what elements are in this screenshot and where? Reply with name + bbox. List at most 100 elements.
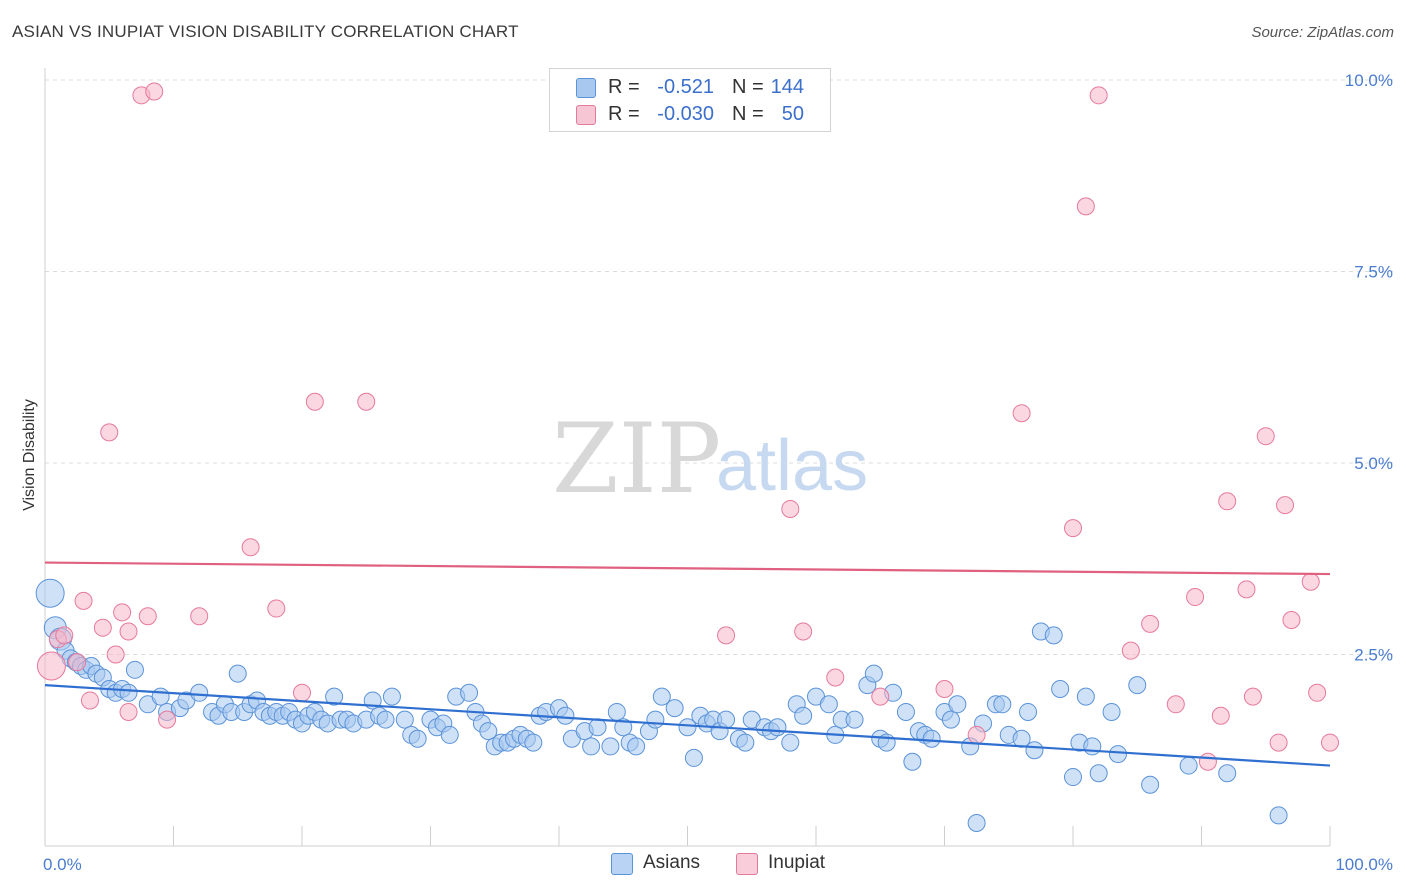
inupiat-point [241,538,260,557]
asians-point [627,737,646,756]
inupiat-point [138,607,157,626]
asians-point [684,748,703,767]
inupiat-point [1076,197,1095,216]
asians-point [794,706,813,725]
asians-point [479,722,498,741]
inupiat-point [80,691,99,710]
tick-labels: 2.5% 5.0% 7.5% 10.0% 0.0% 100.0% [43,71,1393,874]
asians-point [151,687,170,706]
inupiat-point [267,599,286,618]
y-tick-label: 10.0% [1345,71,1393,90]
axes [44,68,1331,847]
inupiat-point [357,392,376,411]
r-label: R = [608,103,640,125]
asians-point [228,664,247,683]
chart-title: ASIAN VS INUPIAT VISION DISABILITY CORRE… [12,22,519,41]
asians-point [736,733,755,752]
asians-point [395,710,414,729]
asians-point [582,737,601,756]
inupiat-point [158,710,177,729]
data-points [35,71,1339,833]
inupiat-point [1121,641,1140,660]
inupiat-point [1012,404,1031,423]
asians-point [556,706,575,725]
inupiat-point [1186,588,1205,607]
y-tick-label: 2.5% [1354,646,1393,665]
inupiat-point [93,618,112,637]
inupiat-swatch [576,105,596,125]
inupiat-point [935,679,954,698]
asians-point [948,695,967,714]
asians-point [440,725,459,744]
inupiat-point [794,622,813,641]
r-label: R = [608,76,640,98]
asians-point [665,699,684,718]
asians-point [408,729,427,748]
inupiat-point [74,591,93,610]
inupiat-point [1237,580,1256,599]
legend-row-inupiat: R = -0.030 N = 50 [550,100,830,128]
inupiat-point [145,82,164,101]
inupiat-point [305,392,324,411]
asians-legend-label: Asians [643,852,701,873]
asians-point [1179,756,1198,775]
asians-point [717,710,736,729]
asians-point [524,733,543,752]
asians-point [1083,737,1102,756]
chart-source: Source: ZipAtlas.com [1251,24,1394,41]
stats-legend: R = -0.521 N = 144 R = -0.030 N = 50 [549,68,831,132]
asians-point [1044,626,1063,645]
asians-point [903,752,922,771]
asians-point [819,695,838,714]
y-tick-label: 5.0% [1354,454,1393,473]
asians-point [325,687,344,706]
inupiat-point [717,626,736,645]
inupiat-point [100,423,119,442]
asians-point [1141,775,1160,794]
inupiat-point [1141,614,1160,633]
asians-point [190,683,209,702]
asians-point [967,814,986,833]
asians-point [896,702,915,721]
inupiat-point [1301,572,1320,591]
n-value: 144 [770,76,804,98]
asians-point [376,710,395,729]
inupiat-point [106,645,125,664]
inupiat-legend-swatch [736,853,758,875]
asians-point [614,718,633,737]
asians-point [607,702,626,721]
watermark: ZIP atlas [552,403,868,515]
r-value: -0.030 [657,103,714,125]
asians-point [993,695,1012,714]
asians-point [1108,745,1127,764]
asians-point [1019,702,1038,721]
inupiat-point [1198,752,1217,771]
inupiat-point [293,683,311,702]
inupiat-point [119,622,138,641]
inupiat-point [1218,492,1237,511]
inupiat-point [871,687,890,706]
legend-row-asians: R = -0.521 N = 144 [550,73,830,101]
asians-point [460,683,479,702]
asians-trend-line [44,684,1331,767]
asians-point [1064,768,1082,787]
inupiat-point [190,607,209,626]
asians-point [1076,687,1095,706]
x-tick-label: 100.0% [1335,855,1393,874]
inupiat-point [1064,519,1082,538]
inupiat-point [1243,687,1262,706]
inupiat-legend-label: Inupiat [768,852,826,873]
x-tick-label: 0.0% [43,855,82,874]
r-value: -0.521 [657,76,714,98]
asians-point [678,718,697,737]
asians-point [941,710,960,729]
inupiat-point [1269,733,1288,752]
asians-point [845,710,864,729]
inupiat-point [781,499,800,518]
asians-point [768,718,787,737]
inupiat-point [68,653,87,672]
asians-point [588,718,607,737]
asians-point [35,578,65,608]
inupiat-point [1256,427,1275,446]
